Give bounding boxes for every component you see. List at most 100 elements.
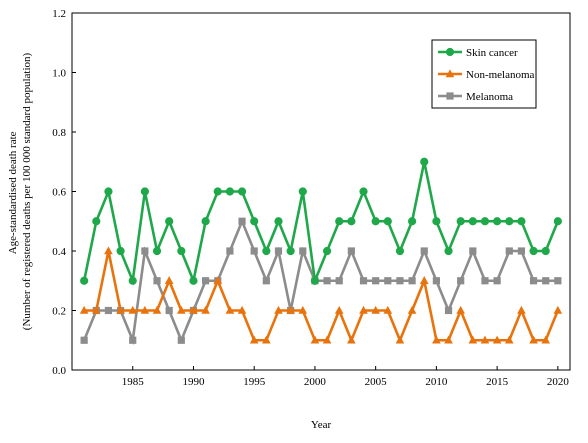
data-point-non-melanoma xyxy=(213,276,223,284)
data-point-melanoma xyxy=(493,277,501,285)
data-point-melanoma xyxy=(432,277,440,285)
y-tick-label: 0.8 xyxy=(52,127,66,139)
data-point-non-melanoma xyxy=(456,305,465,314)
y-axis-title-line-1: Age-standardised death rate xyxy=(7,131,19,254)
data-point-skin-cancer xyxy=(177,246,186,256)
y-tick-label: 0.6 xyxy=(52,187,66,199)
legend-entry-non-melanoma: Non-melanoma xyxy=(438,69,535,81)
data-point-skin-cancer xyxy=(529,246,538,256)
data-point-skin-cancer xyxy=(104,187,113,196)
data-point-melanoma xyxy=(420,247,428,255)
data-point-skin-cancer xyxy=(444,246,453,256)
data-point-skin-cancer xyxy=(140,187,149,196)
data-point-non-melanoma xyxy=(164,276,174,284)
data-point-non-melanoma xyxy=(201,305,210,314)
data-point-melanoma xyxy=(384,277,392,285)
data-point-skin-cancer xyxy=(407,217,417,226)
data-point-melanoma xyxy=(469,247,477,255)
data-point-melanoma xyxy=(262,277,270,285)
data-point-skin-cancer xyxy=(480,217,490,226)
data-point-skin-cancer xyxy=(432,217,441,226)
data-point-skin-cancer xyxy=(505,217,514,226)
data-point-melanoma xyxy=(141,247,149,255)
data-point-melanoma xyxy=(347,247,355,255)
data-point-non-melanoma xyxy=(237,305,247,314)
data-point-skin-cancer xyxy=(468,217,477,226)
legend-swatch-marker xyxy=(445,47,455,57)
y-axis-title-line-2: (Number of registered deaths per 100 000… xyxy=(21,52,33,330)
data-point-skin-cancer xyxy=(201,217,210,226)
data-point-non-melanoma xyxy=(395,335,405,344)
data-point-non-melanoma xyxy=(359,305,368,314)
data-point-non-melanoma xyxy=(347,335,356,344)
data-point-non-melanoma xyxy=(334,305,344,314)
data-point-melanoma xyxy=(323,277,331,285)
data-point-non-melanoma xyxy=(225,305,235,314)
data-point-melanoma xyxy=(238,217,246,225)
data-point-skin-cancer xyxy=(286,246,295,256)
data-point-skin-cancer xyxy=(152,246,162,256)
data-point-melanoma xyxy=(505,247,513,255)
data-point-skin-cancer xyxy=(541,246,550,256)
data-point-melanoma xyxy=(457,277,465,285)
data-point-melanoma xyxy=(408,277,416,285)
y-tick-label: 0.2 xyxy=(52,306,66,318)
data-point-non-melanoma xyxy=(553,305,563,314)
data-point-non-melanoma xyxy=(480,335,490,344)
series-line-skin-cancer xyxy=(82,161,560,286)
data-point-non-melanoma xyxy=(468,335,478,344)
data-point-non-melanoma xyxy=(79,305,89,314)
data-point-skin-cancer xyxy=(128,276,137,285)
series-skin-cancer xyxy=(80,157,562,286)
data-point-skin-cancer xyxy=(553,217,562,226)
x-tick-label: 1990 xyxy=(182,376,205,388)
legend-label: Skin cancer xyxy=(466,47,518,59)
x-tick-label: 1985 xyxy=(122,376,145,388)
data-point-skin-cancer xyxy=(92,217,101,226)
data-point-non-melanoma xyxy=(407,305,417,314)
data-point-skin-cancer xyxy=(359,187,368,196)
data-point-skin-cancer xyxy=(250,217,259,226)
data-point-skin-cancer xyxy=(371,217,380,226)
data-point-non-melanoma xyxy=(419,276,429,284)
data-point-melanoma xyxy=(554,277,562,285)
data-point-melanoma xyxy=(202,277,210,285)
series-group xyxy=(79,157,563,346)
data-point-skin-cancer xyxy=(383,217,392,226)
data-point-melanoma xyxy=(129,336,137,344)
data-point-melanoma xyxy=(299,247,307,255)
data-point-melanoma xyxy=(274,247,283,255)
y-tick-label: 1.2 xyxy=(52,8,66,20)
data-point-non-melanoma xyxy=(298,305,308,314)
data-point-skin-cancer xyxy=(298,187,307,196)
data-point-non-melanoma xyxy=(128,305,138,314)
data-point-melanoma xyxy=(153,277,161,285)
data-point-non-melanoma xyxy=(504,335,514,344)
x-axis-title: Year xyxy=(311,419,332,431)
data-point-non-melanoma xyxy=(140,305,150,314)
data-point-non-melanoma xyxy=(529,335,538,344)
y-tick-label: 0.0 xyxy=(52,365,66,377)
data-point-non-melanoma xyxy=(310,335,320,344)
data-point-non-melanoma xyxy=(517,305,526,314)
y-tick-label: 0.4 xyxy=(52,246,66,258)
data-point-skin-cancer xyxy=(517,217,526,226)
data-point-melanoma xyxy=(226,247,234,255)
data-point-skin-cancer xyxy=(456,217,465,226)
data-point-skin-cancer xyxy=(225,187,235,196)
data-point-skin-cancer xyxy=(165,217,174,226)
data-point-skin-cancer xyxy=(335,217,344,226)
x-tick-label: 1995 xyxy=(243,376,266,388)
y-tick-label: 1.0 xyxy=(52,68,66,80)
data-point-melanoma xyxy=(529,277,538,285)
data-point-skin-cancer xyxy=(262,246,271,256)
data-point-non-melanoma xyxy=(444,335,453,344)
data-point-non-melanoma xyxy=(274,305,283,314)
data-point-melanoma xyxy=(542,277,550,285)
data-point-non-melanoma xyxy=(541,335,551,344)
data-point-non-melanoma xyxy=(383,305,393,314)
data-point-skin-cancer xyxy=(347,217,356,226)
data-point-non-melanoma xyxy=(432,335,441,344)
data-point-skin-cancer xyxy=(116,246,125,256)
